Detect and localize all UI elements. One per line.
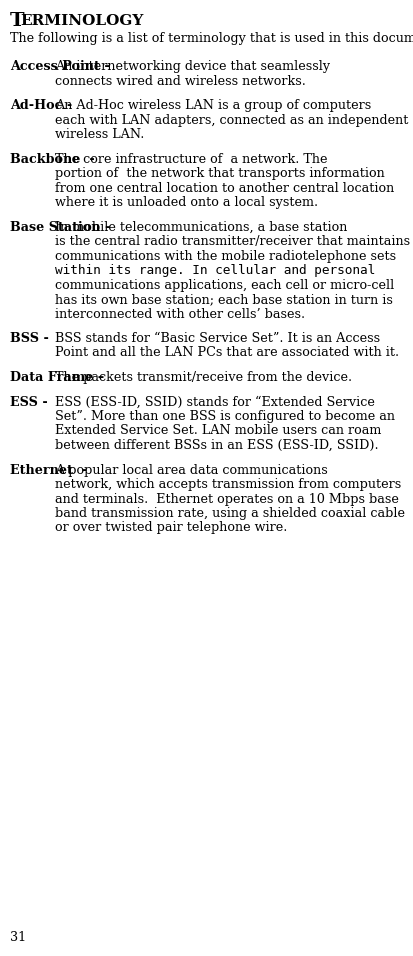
Text: communications applications, each cell or micro-cell: communications applications, each cell o…	[55, 278, 394, 292]
Text: portion of  the network that transports information: portion of the network that transports i…	[55, 167, 385, 180]
Text: The following is a list of terminology that is used in this document.: The following is a list of terminology t…	[10, 32, 413, 45]
Text: has its own base station; each base station in turn is: has its own base station; each base stat…	[55, 293, 393, 306]
Text: A popular local area data communications: A popular local area data communications	[55, 464, 328, 476]
Text: BSS -: BSS -	[10, 332, 53, 345]
Text: interconnected with other cells’ bases.: interconnected with other cells’ bases.	[55, 308, 305, 320]
Text: Data Frame –: Data Frame –	[10, 371, 109, 384]
Text: or over twisted pair telephone wire.: or over twisted pair telephone wire.	[55, 522, 287, 534]
Text: BSS stands for “Basic Service Set”. It is an Access: BSS stands for “Basic Service Set”. It i…	[55, 332, 380, 345]
Text: between different BSSs in an ESS (ESS-ID, SSID).: between different BSSs in an ESS (ESS-ID…	[55, 439, 379, 452]
Text: Base Station -: Base Station -	[10, 221, 110, 233]
Text: An internetworking device that seamlessly: An internetworking device that seamlessl…	[55, 60, 330, 73]
Text: The packets transmit/receive from the device.: The packets transmit/receive from the de…	[55, 371, 352, 384]
Text: In mobile telecommunications, a base station: In mobile telecommunications, a base sta…	[55, 221, 347, 233]
Text: is the central radio transmitter/receiver that maintains: is the central radio transmitter/receive…	[55, 235, 410, 248]
Text: where it is unloaded onto a local system.: where it is unloaded onto a local system…	[55, 196, 318, 209]
Text: each with LAN adapters, connected as an independent: each with LAN adapters, connected as an …	[55, 114, 408, 126]
Text: 31: 31	[10, 931, 26, 944]
Text: connects wired and wireless networks.: connects wired and wireless networks.	[55, 75, 306, 88]
Text: wireless LAN.: wireless LAN.	[55, 128, 145, 141]
Text: communications with the mobile radiotelephone sets: communications with the mobile radiotele…	[55, 250, 396, 263]
Text: T: T	[10, 12, 25, 30]
Text: network, which accepts transmission from computers: network, which accepts transmission from…	[55, 478, 401, 491]
Text: Extended Service Set. LAN mobile users can roam: Extended Service Set. LAN mobile users c…	[55, 424, 381, 438]
Text: within its range. In cellular and personal: within its range. In cellular and person…	[55, 264, 375, 277]
Text: ESS -: ESS -	[10, 396, 52, 408]
Text: An Ad-Hoc wireless LAN is a group of computers: An Ad-Hoc wireless LAN is a group of com…	[55, 99, 371, 112]
Text: Set”. More than one BSS is configured to become an: Set”. More than one BSS is configured to…	[55, 410, 395, 423]
Text: Ethernet  -: Ethernet -	[10, 464, 92, 476]
Text: and terminals.  Ethernet operates on a 10 Mbps base: and terminals. Ethernet operates on a 10…	[55, 492, 399, 506]
Text: band transmission rate, using a shielded coaxial cable: band transmission rate, using a shielded…	[55, 507, 405, 520]
Text: ERMINOLOGY: ERMINOLOGY	[20, 14, 143, 28]
Text: from one central location to another central location: from one central location to another cen…	[55, 182, 394, 194]
Text: Backbone  -: Backbone -	[10, 153, 99, 165]
Text: ESS (ESS-ID, SSID) stands for “Extended Service: ESS (ESS-ID, SSID) stands for “Extended …	[55, 396, 375, 408]
Text: Access Point -: Access Point -	[10, 60, 114, 73]
Text: Point and all the LAN PCs that are associated with it.: Point and all the LAN PCs that are assoc…	[55, 346, 399, 359]
Text: Ad-Hoc -: Ad-Hoc -	[10, 99, 77, 112]
Text: The core infrastructure of  a network. The: The core infrastructure of a network. Th…	[55, 153, 328, 165]
